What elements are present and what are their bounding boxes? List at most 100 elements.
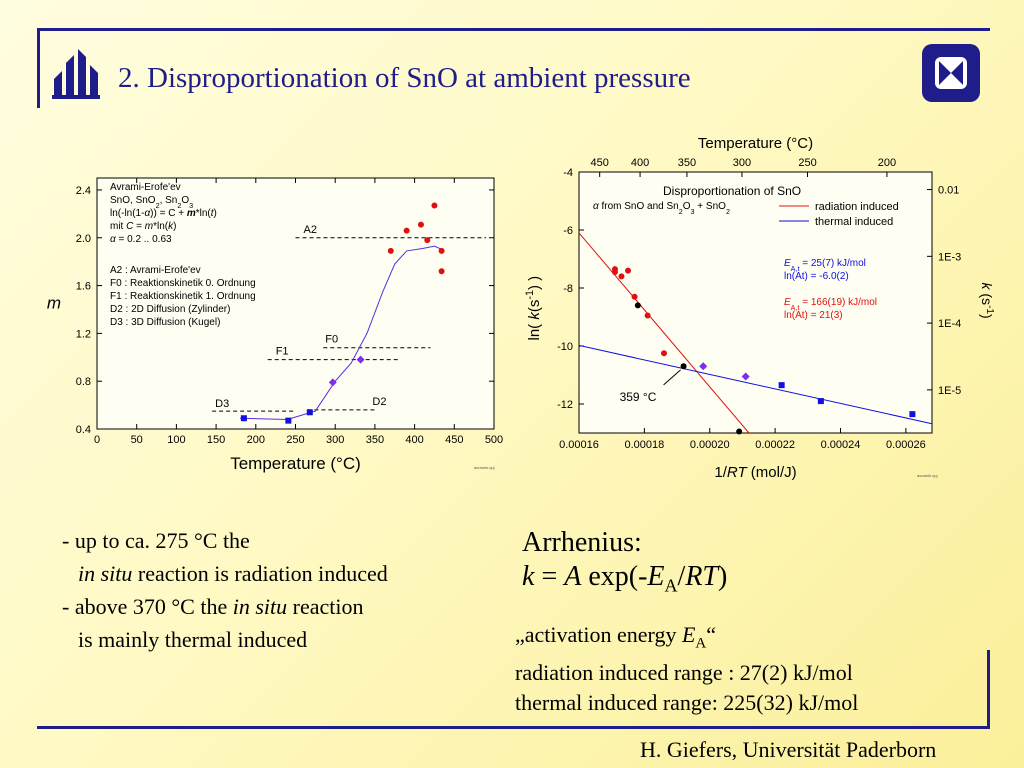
- data-point: [699, 362, 708, 371]
- right-tick-label: 0.01: [938, 185, 959, 197]
- bullet-line-4: is mainly thermal induced: [78, 627, 308, 652]
- x-tick-label: 0.00024: [821, 439, 861, 451]
- y-tick-label: 0.8: [76, 376, 91, 388]
- info-line: ln(-ln(1-α)) = C + m*ln(t): [110, 208, 217, 219]
- thermal-param: ln(At) = -6.0(2): [784, 271, 849, 282]
- x-tick-label: 0.00026: [886, 439, 926, 451]
- info-line: SnO, SnO2, Sn2O3: [110, 195, 193, 210]
- data-point: [625, 267, 632, 274]
- arrhenius-equation: Arrhenius: k = A exp(-EA/RT): [522, 526, 727, 603]
- bottom-rule: [37, 726, 990, 729]
- data-point: [631, 293, 638, 300]
- fit-line: [579, 232, 750, 433]
- x-axis-label: Temperature (°C): [230, 454, 361, 473]
- legend-label: radiation induced: [815, 201, 899, 213]
- top-tick-label: 250: [798, 157, 816, 169]
- fit-line: [579, 344, 932, 425]
- y-tick-label: 2.4: [76, 185, 91, 197]
- y-tick-label: 1.6: [76, 281, 91, 293]
- data-point: [644, 312, 651, 319]
- annotation-label: 359 °C: [620, 390, 657, 404]
- data-point: [285, 417, 292, 424]
- top-axis-label: Temperature (°C): [698, 135, 813, 152]
- chart-subtitle: α from SnO and Sn2O3 + SnO2: [593, 201, 730, 216]
- data-point: [356, 355, 365, 364]
- data-point: [306, 409, 313, 416]
- file-note: avramis.opj: [474, 465, 495, 470]
- top-tick-label: 450: [590, 157, 608, 169]
- right-tick-label: 1E-3: [938, 251, 961, 263]
- y-tick-label: -8: [563, 283, 573, 295]
- top-tick-label: 350: [678, 157, 696, 169]
- bullet-line-1: - up to ca. 275 °C the: [62, 528, 250, 553]
- legend-line: F1 : Reaktionskinetik 1. Ordnung: [110, 291, 256, 302]
- top-tick-label: 400: [631, 157, 649, 169]
- x-tick-label: 0.00022: [755, 439, 795, 451]
- institute-logo-icon: [922, 44, 980, 102]
- activation-heading: „activation energy EA“: [515, 622, 717, 652]
- y-axis-label: m: [47, 294, 61, 313]
- x-tick-label: 0.00018: [624, 439, 664, 451]
- data-point: [660, 350, 667, 357]
- x-tick-label: 250: [286, 434, 304, 446]
- top-tick-label: 200: [878, 157, 896, 169]
- x-tick-label: 0.00020: [690, 439, 730, 451]
- activation-energy-text: „activation energy EA“ radiation induced…: [515, 620, 858, 718]
- data-point: [403, 227, 410, 234]
- chart-title: Disproportionation of SnO: [663, 184, 801, 198]
- y-tick-label: 0.4: [76, 424, 91, 436]
- y-tick-label: 2.0: [76, 233, 91, 245]
- data-point: [778, 382, 785, 389]
- top-tick-label: 300: [733, 157, 751, 169]
- activation-thermal: thermal induced range: 225(32) kJ/mol: [515, 690, 859, 716]
- bullet-line-2: in situ reaction is radiation induced: [78, 561, 388, 586]
- top-rule: [37, 28, 990, 31]
- info-line: α = 0.2 .. 0.63: [110, 234, 172, 245]
- annotation-arrow: [663, 369, 681, 386]
- arrhenius-label: Arrhenius:: [522, 527, 642, 558]
- university-paderborn-logo-icon: [52, 49, 100, 99]
- ref-label: D2: [372, 396, 386, 408]
- bullet-line-3: - above 370 °C the in situ reaction: [62, 594, 364, 619]
- x-tick-label: 0: [94, 434, 100, 446]
- x-tick-label: 150: [207, 434, 225, 446]
- page-title: 2. Disproportionation of SnO at ambient …: [118, 62, 691, 94]
- legend-line: D3 : 3D Diffusion (Kugel): [110, 317, 220, 328]
- x-tick-label: 400: [405, 434, 423, 446]
- right-rule: [987, 650, 990, 729]
- x-axis-label: 1/RT (mol/J): [714, 464, 796, 481]
- ref-label: D3: [215, 398, 229, 410]
- right-axis-label: k (s-1): [979, 283, 995, 319]
- plot-frame: [96, 177, 495, 430]
- fit-curve: [239, 245, 443, 420]
- data-point: [328, 378, 337, 387]
- data-point: [438, 247, 445, 254]
- y-axis-label: ln( k(s-1) ): [524, 276, 543, 341]
- x-tick-label: 50: [131, 434, 143, 446]
- data-point: [817, 398, 824, 405]
- radiation-param: ln(At) = 21(3): [784, 310, 843, 321]
- data-point: [618, 273, 625, 280]
- x-tick-label: 350: [366, 434, 384, 446]
- data-point: [736, 428, 743, 435]
- data-point: [438, 268, 445, 275]
- avrami-chart: 0 50 100 150 200 250 300 350 400 450 500 0.4 0.8 1.2 1…: [47, 177, 503, 473]
- activation-radiation: radiation induced range : 27(2) kJ/mol: [515, 660, 853, 686]
- left-rule: [37, 28, 40, 108]
- x-tick-label: 0.00016: [559, 439, 599, 451]
- y-tick-label: -10: [557, 341, 573, 353]
- arrhenius-formula: k = A exp(-EA/RT): [522, 561, 728, 596]
- thermal-param: EA,t = 25(7) kJ/mol: [784, 258, 866, 273]
- x-tick-label: 100: [167, 434, 185, 446]
- ref-label: A2: [304, 224, 317, 236]
- conclusions-text: - up to ca. 275 °C the in situ reaction …: [62, 524, 388, 656]
- data-point: [680, 363, 687, 370]
- data-point: [431, 202, 438, 209]
- y-tick-label: -6: [563, 225, 573, 237]
- legend-line: D2 : 2D Diffusion (Zylinder): [110, 304, 230, 315]
- y-tick-label: -12: [557, 399, 573, 411]
- footer-author: H. Giefers, Universität Paderborn: [640, 737, 937, 762]
- data-point: [909, 411, 916, 418]
- arrhenius-chart: 0.00016 0.00018 0.00020 0.00022 0.00024 0.000…: [524, 135, 995, 481]
- info-line: Avrami-Erofe'ev: [110, 182, 181, 193]
